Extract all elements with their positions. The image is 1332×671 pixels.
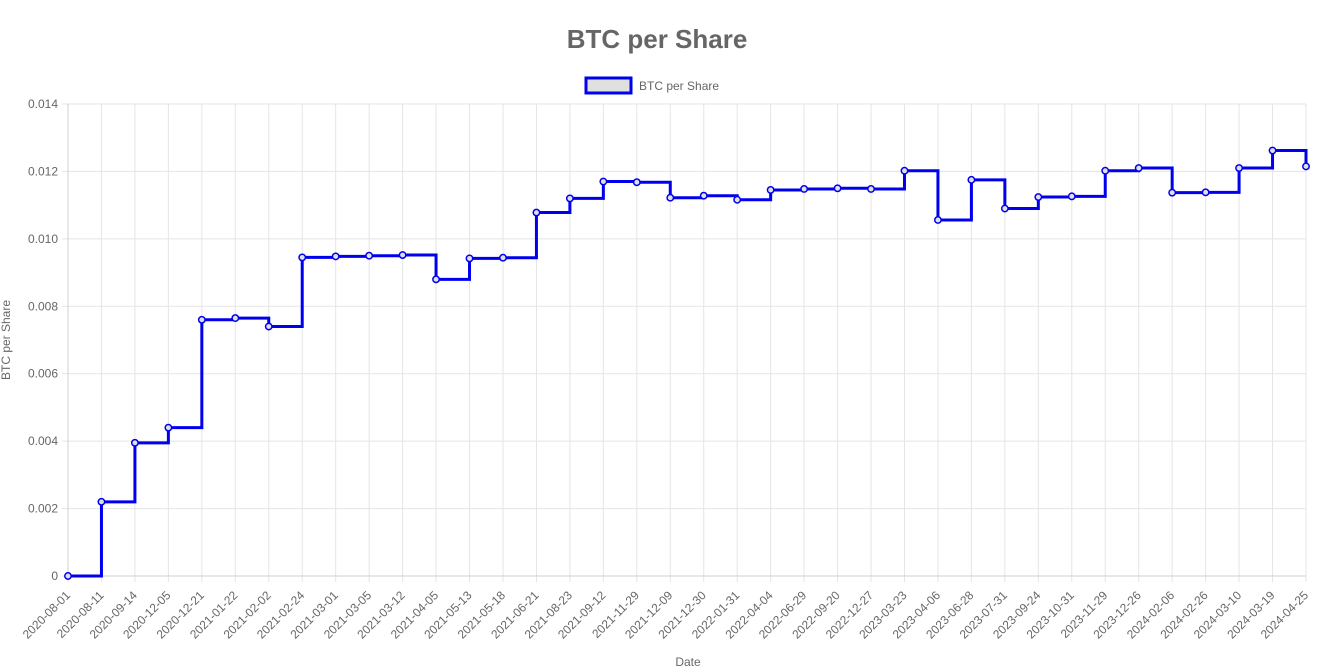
data-point[interactable] xyxy=(933,216,942,224)
data-point[interactable] xyxy=(1000,204,1009,213)
x-axis-label: Date xyxy=(675,655,701,669)
data-point[interactable] xyxy=(666,193,675,202)
data-point[interactable] xyxy=(699,191,708,200)
y-tick-label: 0.014 xyxy=(28,97,58,111)
data-point[interactable] xyxy=(967,175,976,184)
data-point[interactable] xyxy=(365,251,374,260)
y-tick-label: 0.010 xyxy=(28,232,58,246)
data-point[interactable] xyxy=(867,185,875,193)
data-point[interactable] xyxy=(833,184,842,193)
y-tick-label: 0 xyxy=(51,569,58,583)
data-point[interactable] xyxy=(97,497,106,506)
data-point[interactable] xyxy=(1302,162,1310,171)
data-point[interactable] xyxy=(398,251,407,259)
data-point[interactable] xyxy=(532,208,541,217)
legend-label: BTC per Share xyxy=(639,79,719,93)
data-point[interactable] xyxy=(599,177,608,186)
data-point[interactable] xyxy=(264,322,273,331)
data-point[interactable] xyxy=(900,166,909,175)
legend-swatch xyxy=(584,76,633,95)
data-point[interactable] xyxy=(164,423,173,432)
data-point[interactable] xyxy=(1134,164,1143,173)
chart-title: BTC per Share xyxy=(567,24,748,54)
data-point[interactable] xyxy=(231,314,240,323)
data-point[interactable] xyxy=(499,253,507,262)
data-point[interactable] xyxy=(1034,193,1043,202)
y-tick-label: 0.006 xyxy=(28,367,58,381)
data-point[interactable] xyxy=(64,572,72,580)
y-axis-ticks: 0 0.002 0.004 0.006 0.008 0.010 0.012 0.014 xyxy=(28,97,58,583)
y-axis-label: BTC per Share xyxy=(0,300,13,380)
data-point[interactable] xyxy=(197,315,206,324)
y-tick-label: 0.008 xyxy=(28,299,58,313)
y-tick-label: 0.012 xyxy=(28,164,58,178)
data-point[interactable] xyxy=(432,275,441,284)
data-point[interactable] xyxy=(800,185,809,193)
x-axis-ticks: 2020-08-012020-08-112020-09-142020-12-05… xyxy=(20,588,1312,642)
data-point[interactable] xyxy=(130,438,139,447)
data-point[interactable] xyxy=(766,186,775,194)
data-point[interactable] xyxy=(298,253,307,262)
data-point[interactable] xyxy=(465,254,474,263)
data-point[interactable] xyxy=(1168,188,1177,197)
data-point[interactable] xyxy=(331,252,340,261)
series-line-btc-per-share xyxy=(68,149,1308,578)
data-points xyxy=(64,146,1310,580)
grid xyxy=(62,103,1307,582)
legend[interactable]: BTC per Share xyxy=(584,76,719,95)
data-point[interactable] xyxy=(1235,164,1244,173)
data-point[interactable] xyxy=(632,178,641,187)
data-point[interactable] xyxy=(1067,192,1076,201)
data-point[interactable] xyxy=(1268,146,1277,155)
y-tick-label: 0.002 xyxy=(28,502,58,516)
data-point[interactable] xyxy=(1201,188,1210,197)
data-point[interactable] xyxy=(733,195,742,204)
data-point[interactable] xyxy=(565,194,574,203)
y-tick-label: 0.004 xyxy=(28,434,58,448)
data-point[interactable] xyxy=(1101,166,1110,175)
